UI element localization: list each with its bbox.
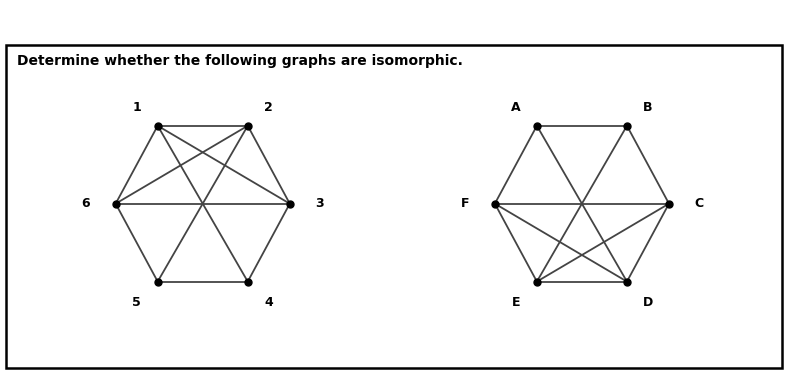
- Text: B: B: [643, 101, 653, 114]
- Text: F: F: [461, 197, 469, 210]
- Text: 5: 5: [132, 296, 141, 309]
- Text: D: D: [643, 296, 653, 309]
- Text: E: E: [512, 296, 520, 309]
- Text: Determine whether the following graphs are isomorphic.: Determine whether the following graphs a…: [17, 54, 463, 68]
- Text: 2: 2: [265, 101, 273, 114]
- Text: 6: 6: [81, 197, 90, 210]
- Text: Q.1: Q.1: [14, 14, 43, 29]
- Text: 1: 1: [132, 101, 141, 114]
- Text: 3: 3: [315, 197, 324, 210]
- Text: C: C: [694, 197, 704, 210]
- Text: 4: 4: [265, 296, 273, 309]
- Text: A: A: [511, 101, 521, 114]
